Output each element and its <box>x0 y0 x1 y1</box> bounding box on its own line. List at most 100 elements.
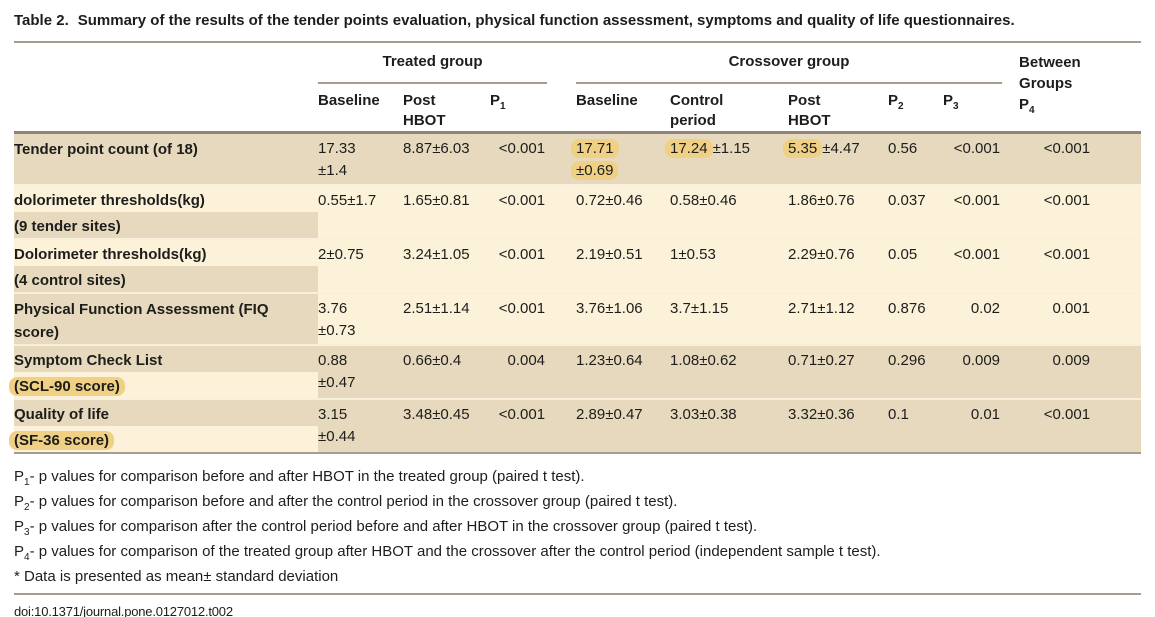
footnote: P4- p values for comparison of the treat… <box>14 542 881 563</box>
cell-value: 2.19±0.51 <box>576 245 643 263</box>
table-row: Symptom Check List (SCL-90 score) 0.88 ±0.4… <box>9 343 1142 399</box>
header-group-row: Treated group Crossover group Between Group… <box>14 43 1141 116</box>
cell-p1: 0.004 <box>490 343 548 399</box>
doi-text: doi:10.1371/journal.pone.0127012.t002 <box>14 603 233 617</box>
footnote-p: P1 <box>14 467 30 488</box>
cell-value: ±0.44 <box>318 427 356 445</box>
cell-value: 0.1 <box>888 405 909 423</box>
row-label-cell: dolorimeter thresholds(kg) (9 tender site… <box>14 183 318 239</box>
cell-ph: 2.29±0.76 <box>788 237 889 293</box>
cell-ph: 5.35 ±4.47 <box>783 131 889 185</box>
cell-p3: <0.001 <box>943 131 1003 185</box>
cell-value: 3.7±1.15 <box>670 299 729 317</box>
cell-value: 0.009 <box>1052 351 1091 369</box>
cell-ph: 3.32±0.36 <box>788 397 889 454</box>
cell-tp: 3.24±1.05 <box>403 237 490 293</box>
highlighted-label: (SCL-90 score) <box>9 376 125 396</box>
footnote: * Data is presented as mean± standard de… <box>14 567 339 585</box>
cell-value: 0.56 <box>888 140 918 157</box>
row-label-line: Tender point count (of 18) <box>14 141 198 158</box>
cell-value: 3.03±0.38 <box>670 405 737 423</box>
column-header-p1-subscript: 1 <box>500 101 506 112</box>
cell-value: 17.33 <box>318 140 356 157</box>
table-row: Physical Function Assessment (FIQ score)… <box>14 291 1142 345</box>
cell-ph: 1.86±0.76 <box>788 183 889 239</box>
footnote: P3- p values for comparison after the co… <box>14 517 758 538</box>
subheader-gap <box>547 83 576 133</box>
cell-value: 3.15 <box>318 405 348 423</box>
p4-header-subscript: 4 <box>1029 105 1035 116</box>
cell-tb: 0.88 ±0.47 <box>318 343 403 399</box>
column-header-tb: Baseline <box>318 92 380 109</box>
cell-cp: 1.08±0.62 <box>670 343 789 399</box>
cell-value: 0.66±0.4 <box>403 351 462 369</box>
footnote-p-subscript: 1 <box>24 476 30 488</box>
cell-p4: <0.001 <box>1002 183 1142 239</box>
column-header-tp: Post HBOT <box>403 92 446 129</box>
cell-p1: <0.001 <box>490 237 548 293</box>
table-number: Table 2. <box>14 12 69 29</box>
cell-p2: 0.296 <box>888 343 944 399</box>
cell-value: 1±0.53 <box>670 245 716 263</box>
table-body: Tender point count (of 18) 17.33 ±1.4 8.87±… <box>9 131 1142 454</box>
row-label-cell: Physical Function Assessment (FIQ score) <box>14 291 318 345</box>
row-label-line: (4 control sites) <box>14 265 318 292</box>
cell-value: 1.86±0.76 <box>788 191 855 209</box>
cell-value: 3.32±0.36 <box>788 405 855 423</box>
highlighted-value: ±0.69 <box>571 161 619 180</box>
cell-value: 1.23±0.64 <box>576 351 643 369</box>
cell-cp: 3.7±1.15 <box>670 291 789 345</box>
cell-value: 2.29±0.76 <box>788 245 855 263</box>
column-header-p3: P3 <box>943 92 959 112</box>
cell-cb: 1.23±0.64 <box>576 343 671 399</box>
cell-value: 0.55±1.7 <box>318 191 377 209</box>
row-label-line: dolorimeter thresholds(kg) <box>14 191 205 209</box>
group-gap <box>547 43 576 83</box>
table-header: Treated group Crossover group Between Group… <box>14 43 1141 133</box>
cell-p3: 0.01 <box>943 397 1003 454</box>
footnote-p-subscript: 2 <box>24 501 30 513</box>
cell-p2: 0.05 <box>888 237 944 293</box>
row-gap-cell <box>547 183 577 239</box>
footnote: P1- p values for comparison before and a… <box>14 467 585 488</box>
cell-value: 0.009 <box>962 351 1001 369</box>
cell-value: ±1.4 <box>318 162 348 179</box>
cell-value: 1.08±0.62 <box>670 351 737 369</box>
cell-tp: 2.51±1.14 <box>403 291 490 345</box>
table-row: Dolorimeter thresholds(kg) (4 control sit… <box>14 237 1142 293</box>
row-label-cell: Symptom Check List (SCL-90 score) <box>9 343 318 399</box>
cell-value: ±1.15 <box>712 140 751 157</box>
cell-p4: <0.001 <box>1002 397 1142 454</box>
cell-value: ±4.47 <box>822 140 860 157</box>
footnote-p: P4 <box>14 542 30 563</box>
cell-value: 3.48±0.45 <box>403 405 470 423</box>
row-label-cell: Tender point count (of 18) <box>14 131 318 185</box>
footnote-divider <box>14 592 1141 595</box>
column-header-p1: P1 <box>490 92 506 112</box>
results-table: Treated group Crossover group Between Group… <box>9 43 1142 454</box>
cell-value: 1.65±0.81 <box>403 191 470 209</box>
cell-value: 0.71±0.27 <box>788 351 855 369</box>
row-gap-cell <box>547 291 577 345</box>
cell-value: 2.71±1.12 <box>788 299 855 317</box>
corner-blank <box>14 43 318 83</box>
cell-tb: 3.15 ±0.44 <box>318 397 403 454</box>
cell-tb: 3.76 ±0.73 <box>318 291 403 345</box>
table-caption: Summary of the results of the tender poi… <box>77 12 1015 29</box>
header-subrow: Baseline Post HBOT P1 Baseline Control perio… <box>14 83 1141 133</box>
highlighted-value: 17.71 <box>571 139 619 158</box>
cell-p3: <0.001 <box>943 183 1003 239</box>
cell-cp: 0.58±0.46 <box>670 183 789 239</box>
cell-p4: <0.001 <box>1002 237 1142 293</box>
table-row: Tender point count (of 18) 17.33 ±1.4 8.87±… <box>14 131 1142 185</box>
row-label-cell: Dolorimeter thresholds(kg) (4 control sit… <box>14 237 318 293</box>
cell-value: <0.001 <box>498 299 546 317</box>
row-label-cell: Quality of life (SF-36 score) <box>9 397 318 454</box>
row-gap-cell <box>547 397 577 454</box>
corner-blank-2 <box>14 83 318 133</box>
cell-value: 2.89±0.47 <box>576 405 643 423</box>
cell-value: 0.037 <box>888 191 926 209</box>
cell-p2: 0.876 <box>888 291 944 345</box>
cell-p1: <0.001 <box>490 183 548 239</box>
cell-cp: 17.24 ±1.15 <box>665 131 789 185</box>
